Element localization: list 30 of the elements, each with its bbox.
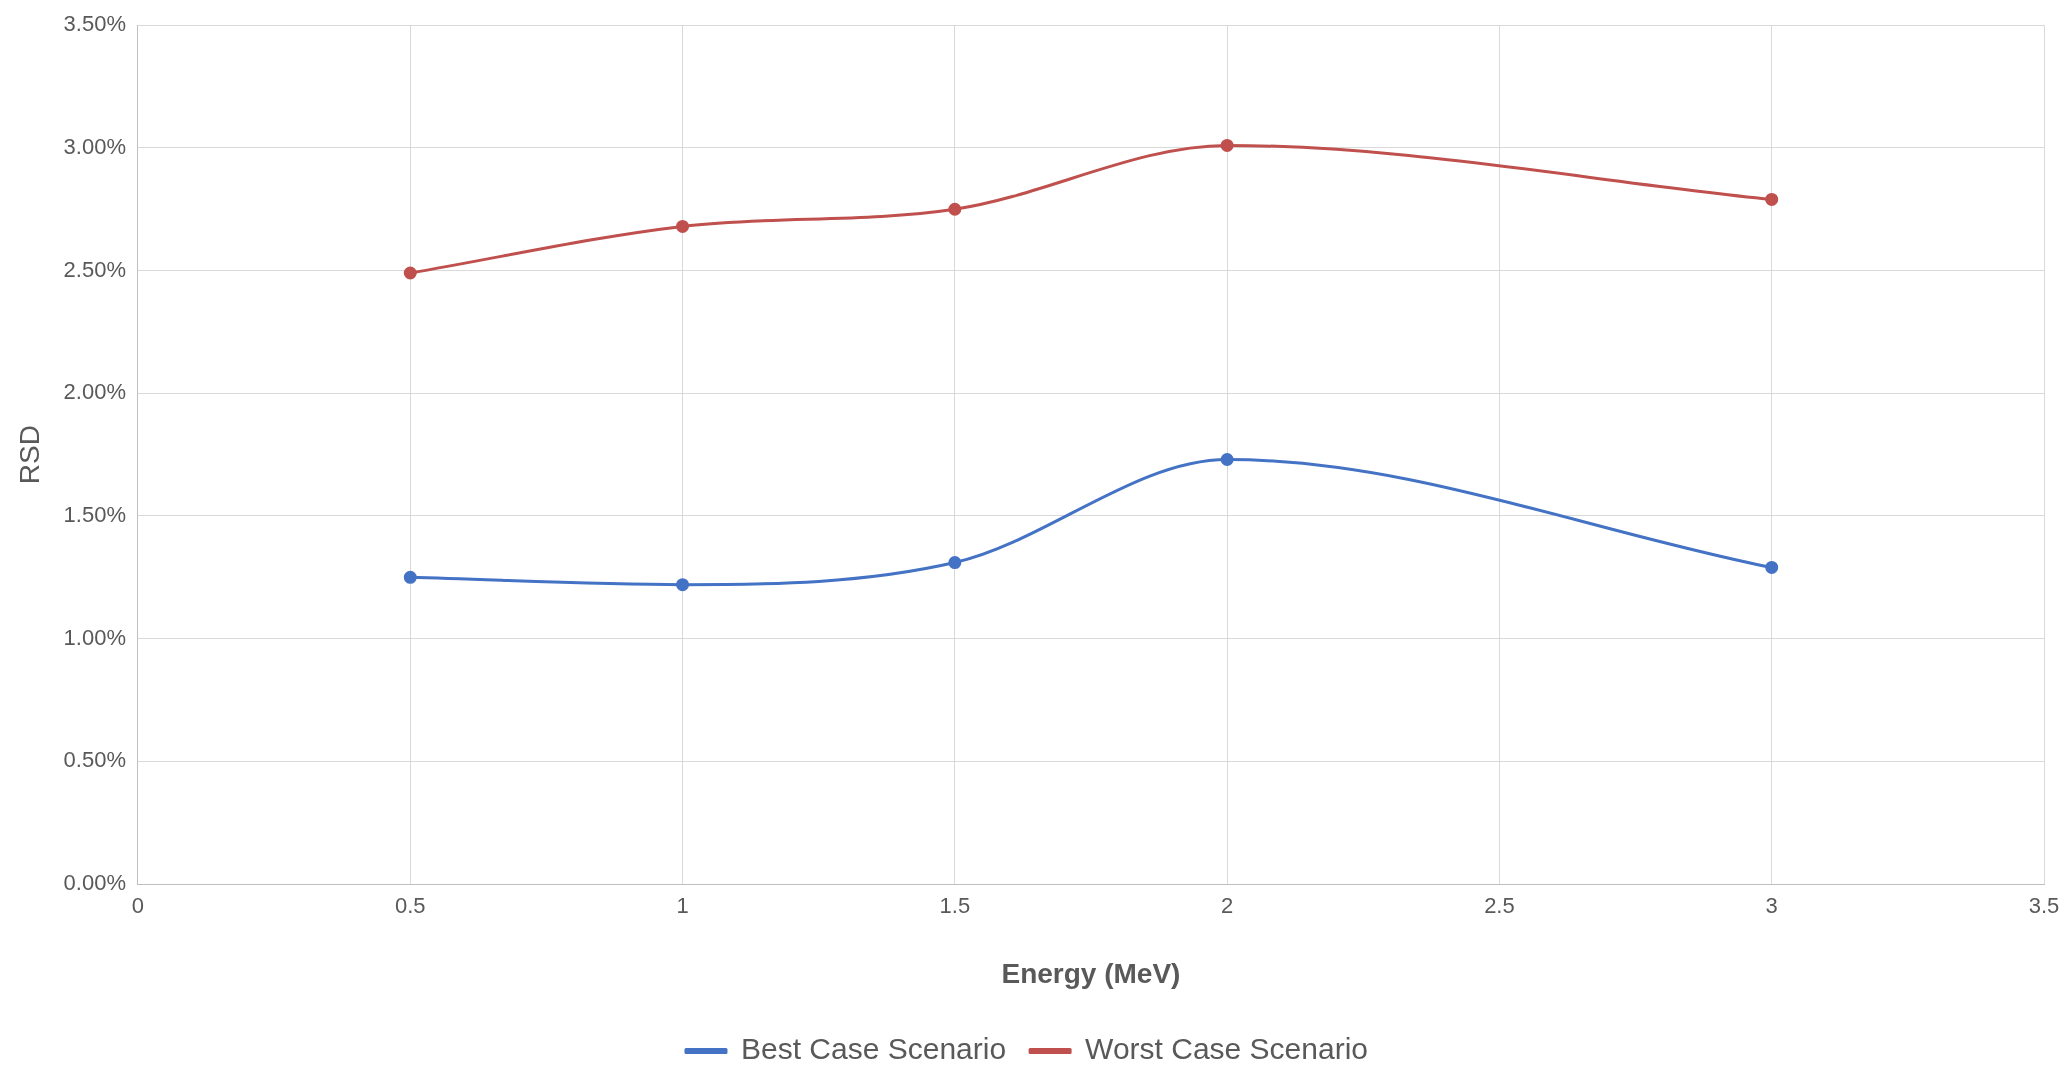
point <box>676 578 690 592</box>
x-tick-label: 0 <box>131 893 145 919</box>
y-tick-label: 1.00% <box>63 624 126 650</box>
point <box>948 202 962 216</box>
point <box>948 556 962 570</box>
x-tick-label: 1.5 <box>939 893 971 919</box>
y-tick-label: 1.50% <box>63 502 126 528</box>
point <box>403 266 417 280</box>
x-axis-title: Energy (MeV) <box>1001 957 1181 989</box>
legend-label: Best Case Scenario <box>740 1032 1007 1066</box>
y-tick-label: 2.00% <box>63 379 126 405</box>
x-tick-label: 0.5 <box>394 893 426 919</box>
x-tick-label: 2.5 <box>1484 893 1515 919</box>
point <box>1220 453 1234 467</box>
point <box>676 219 690 233</box>
point <box>1765 192 1779 206</box>
y-tick-label: 2.50% <box>63 256 126 282</box>
x-tick-label: 1 <box>676 893 689 919</box>
point <box>403 570 417 584</box>
x-tick-label: 3 <box>1765 893 1778 919</box>
legend-label: Worst Case Scenario <box>1085 1032 1369 1066</box>
x-tick-label: 3.5 <box>2028 893 2060 919</box>
y-axis-title: RSD <box>13 425 45 485</box>
y-tick-label: 3.00% <box>63 133 126 159</box>
y-tick-label: 0.00% <box>63 870 126 896</box>
x-tick-label: 2 <box>1221 893 1234 919</box>
y-tick-label: 3.50% <box>63 11 126 37</box>
point <box>1220 138 1234 152</box>
point <box>1765 560 1779 574</box>
y-tick-label: 0.50% <box>63 747 126 773</box>
